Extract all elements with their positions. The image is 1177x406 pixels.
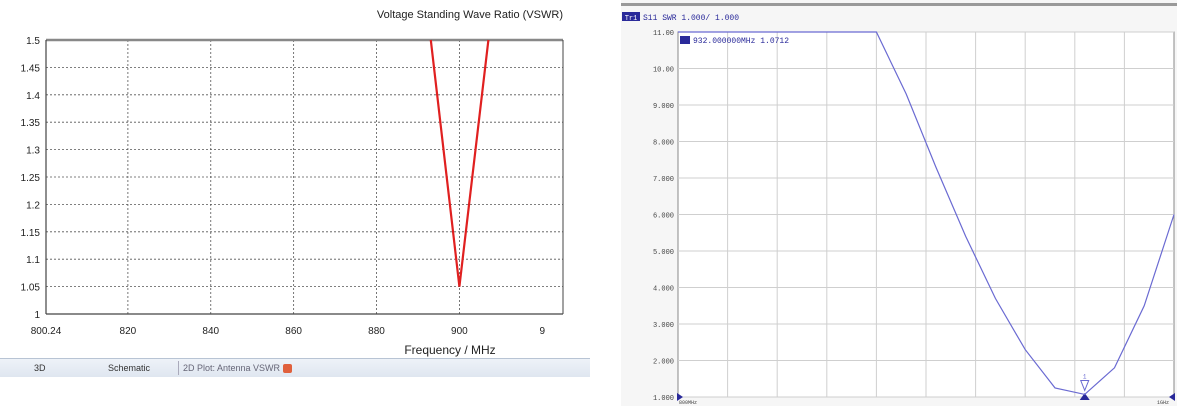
analyzer-panel: Tr1 S11 SWR 1.000/ 1.000 11.00 10.00 9.000… [621,0,1177,406]
axes: 1 1.05 1.1 1.15 1.2 1.25 1.3 1.35 1.4 1.45 1.5 800.… [21,36,564,337]
y-tick-label: 1.15 [21,228,41,239]
y-tick-label: 1.35 [21,118,41,129]
marker-readout: 932.000000MHz 1.0712 [693,37,789,46]
tab-2d-plot-label: 2D Plot: Antenna VSWR [183,363,281,373]
y-tick-label: 10.00 [653,67,674,75]
series-group [429,39,490,287]
y-tick-label: 6.000 [653,213,674,221]
x-tick-label: 820 [120,326,137,337]
y-tick-label: 1.45 [21,63,41,74]
top-border [621,3,1177,6]
y-tick-label: 1.2 [26,200,40,211]
marker-triangle-icon [1079,379,1090,392]
marker-number: 1 [1083,373,1087,380]
tab-bar: 3D Schematic 2D Plot: Antenna VSWR [0,358,590,377]
y-tick-label: 1.05 [21,283,41,294]
y-tick-label: 7.000 [653,176,674,184]
axes: 11.00 10.00 9.000 8.000 7.000 6.000 5.000 4.000… [653,30,1175,403]
marker-badge [680,36,690,44]
y-tick-label: 1 [34,310,40,321]
series-group: 1 [678,31,1175,396]
series-line [678,31,1175,396]
y-tick-label: 4.000 [653,286,674,294]
tab-3d[interactable]: 3D [34,363,46,373]
x-min-label: 800MHz [679,400,697,406]
y-tick-label: 1.25 [21,173,41,184]
grid [46,40,563,314]
x-tick-label: 860 [285,326,302,337]
x-max-label: 1GHz [1157,400,1169,406]
y-tick-label: 8.000 [653,140,674,148]
trace-badge [622,12,640,21]
y-tick-label: 1.1 [26,255,40,266]
vswr-chart: Voltage Standing Wave Ratio (VSWR) 1 1.05… [21,9,564,357]
right-edge-marker-icon [1169,393,1175,401]
y-tick-label: 11.00 [653,30,674,38]
y-tick-label: 1.4 [26,91,40,102]
x-tick-label: 9 [539,326,545,337]
tab-schematic[interactable]: Schematic [108,363,151,373]
x-tick-label: 800.24 [31,326,62,337]
y-tick-label: 1.000 [653,395,674,403]
x-tick-label: 840 [202,326,219,337]
x-tick-label: 900 [451,326,468,337]
close-icon[interactable] [283,364,293,374]
vswr-chart-panel: Voltage Standing Wave Ratio (VSWR) 1 1.05… [0,9,590,377]
tab-2d-plot[interactable]: 2D Plot: Antenna VSWR [178,361,296,375]
trace-badge-text: Tr1 [625,15,638,23]
y-tick-label: 9.000 [653,103,674,111]
y-tick-label: 3.000 [653,322,674,330]
series-line [429,39,490,287]
y-tick-label: 1.5 [26,36,40,47]
bottom-marker-icon [1079,393,1090,400]
left-edge-marker-icon [677,393,683,401]
grid [677,31,1175,398]
x-axis-label: Frequency / MHz [404,343,495,357]
y-tick-label: 1.3 [26,146,40,157]
y-tick-label: 2.000 [653,359,674,367]
y-tick-label: 5.000 [653,249,674,257]
trace-header: S11 SWR 1.000/ 1.000 [643,14,739,23]
chart-title: Voltage Standing Wave Ratio (VSWR) [377,9,563,21]
x-tick-label: 880 [368,326,385,337]
analyzer-chart: Tr1 S11 SWR 1.000/ 1.000 11.00 10.00 9.000… [621,0,1177,406]
